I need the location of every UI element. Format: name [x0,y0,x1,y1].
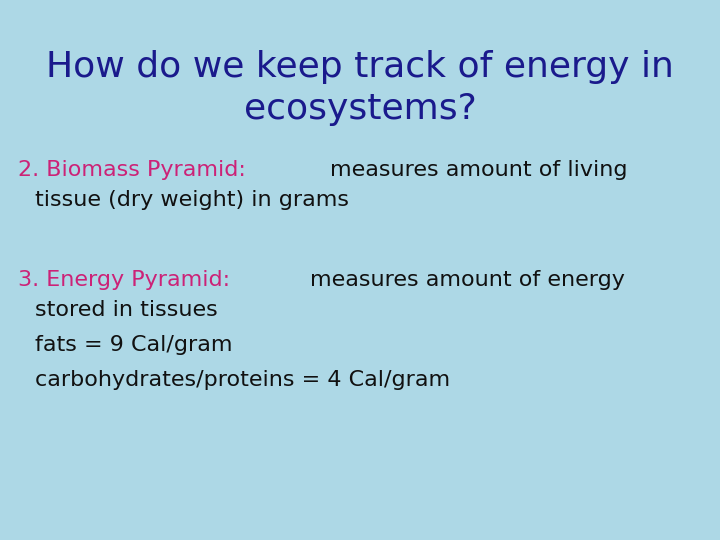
Text: How do we keep track of energy in
ecosystems?: How do we keep track of energy in ecosys… [46,50,674,126]
Text: 3. Energy Pyramid:: 3. Energy Pyramid: [18,270,244,290]
Text: tissue (dry weight) in grams: tissue (dry weight) in grams [35,190,349,210]
Text: fats = 9 Cal/gram: fats = 9 Cal/gram [35,335,233,355]
Text: measures amount of energy: measures amount of energy [310,270,625,290]
Text: 2. Biomass Pyramid:: 2. Biomass Pyramid: [18,160,260,180]
Text: carbohydrates/proteins = 4 Cal/gram: carbohydrates/proteins = 4 Cal/gram [35,370,450,390]
Text: stored in tissues: stored in tissues [35,300,217,320]
Text: measures amount of living: measures amount of living [330,160,628,180]
